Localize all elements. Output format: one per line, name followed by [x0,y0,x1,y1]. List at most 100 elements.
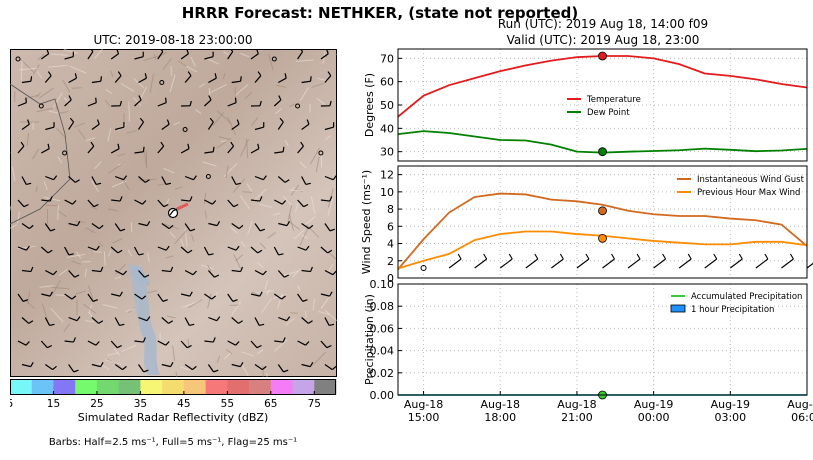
wind-barb [157,245,170,251]
wind-barb [551,258,564,269]
wind-barb [134,337,146,343]
wind-barb [324,71,332,83]
wind-barb [17,97,27,107]
wind-barb [250,291,263,297]
wind-barb [277,270,290,278]
valid-time-marker [598,147,607,157]
wind-barb [68,270,80,278]
wind-barb [203,95,212,107]
wind-barb [64,337,76,343]
wind-barb [87,245,100,251]
colorbar-tick-label: 5 [10,398,13,410]
barbs-legend-note: Barbs: Half=2.5 ms⁻¹, Full=5 ms⁻¹, Flag=… [48,437,298,448]
wind-barb-feather [508,253,513,260]
y-tick-label: 0.02 [370,367,395,380]
wind-barb [227,97,237,107]
wind-barb [40,340,53,349]
wind-barb [115,122,125,131]
wind-barb [21,223,34,230]
wind-barb [627,258,641,269]
wind-barb [525,258,539,269]
wind-barb [184,317,195,327]
legend-label: Temperature [586,95,641,105]
wind-barb [181,196,193,202]
wind-barb [68,117,75,130]
legend-swatch [670,304,686,313]
axes-frame [397,48,808,162]
wind-barb [68,220,81,227]
wind-barb [114,71,122,83]
wind-barb [231,176,241,186]
wind-barb [806,262,813,269]
wind-barb [204,293,217,300]
wind-barb [91,361,104,368]
wind-barb-feather [687,253,692,260]
wind-barb [134,51,144,60]
wind-barb [204,337,216,343]
wind-barb [161,223,174,230]
x-tick-label-time: 03:00 [714,411,746,424]
wind-barb [41,143,50,154]
wind-barb [250,340,262,349]
wind-barb [64,246,74,256]
wind-barb [114,175,128,181]
wind-barb [231,76,242,84]
wind-barb [87,97,97,107]
series-instantaneous-wind-gust [397,192,808,270]
wind-barb [250,196,263,202]
colorbar-cell [118,379,141,395]
wind-barb-feather [611,253,615,260]
wind-barb [62,150,68,156]
station-wind-barbs [420,253,813,271]
wind-barb [17,199,29,208]
wind-barb [318,150,324,156]
y-tick-label: 12 [380,169,394,182]
wind-barb [133,246,144,256]
wind-barb [499,258,513,269]
wind-barb [254,122,265,131]
wind-barb [41,196,53,202]
colorbar: 5 15 25 35 45 55 65 75 [10,379,337,410]
wind-barb [87,340,100,346]
wind-barb-feather [585,253,590,260]
wind-barb [231,223,244,230]
wind-barb [250,143,260,154]
wind-barb [653,258,666,269]
y-tick-label: 60 [380,76,394,89]
x-tick-label-date: Aug-19 [787,398,813,411]
wind-barb [45,175,58,181]
legend-label: Dew Point [587,108,630,118]
wind-barb [64,51,74,60]
wind-barb [274,337,286,343]
wind-barb [157,340,170,346]
wind-barb [207,117,214,130]
wind-barb-feather [534,253,539,260]
wind-barb-feather [483,253,488,260]
wind-barb [114,364,127,371]
run-time-label: Run (UTC): 2019 Aug 18, 14:00 f09 [497,17,709,31]
colorbar-tick-label: 65 [264,398,277,410]
x-tick-label-time: 06:00 [791,411,813,424]
wind-barb [134,95,142,107]
x-tick-label-date: Aug-18 [557,398,596,411]
wind-barb [203,246,214,256]
colorbar-cell [227,379,250,395]
colorbar-cell [314,379,337,395]
wind-barb [180,246,193,254]
wind-barb [159,80,165,85]
wind-barb [207,364,219,373]
wind-barb [21,266,34,273]
wind-barb [301,361,314,368]
chart-panel-2: 0 2 4 6 8 10 12 Wind Speed (ms⁻¹) Instantaneous … [360,165,813,285]
wind-barb [44,223,56,232]
colorbar-cell [183,379,206,395]
wind-barb-feather [457,253,462,260]
wind-barb [68,316,81,322]
wind-barb [297,141,304,154]
wind-barb-feather [559,253,564,260]
wind-barb [324,364,337,371]
wind-barb [295,103,301,109]
wind-barb [274,146,285,154]
wind-barb [64,95,72,107]
wind-barb [474,258,488,269]
